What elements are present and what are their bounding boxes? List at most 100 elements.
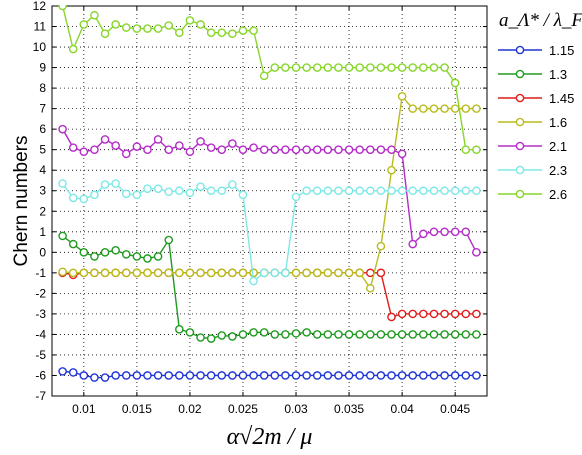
- y-tick-label: 5: [39, 143, 46, 157]
- data-point: [450, 371, 460, 380]
- data-point: [312, 186, 322, 196]
- data-point: [121, 250, 131, 259]
- data-point: [196, 137, 205, 146]
- data-point: [111, 141, 120, 150]
- series-2.1: [58, 124, 481, 257]
- data-point: [164, 21, 174, 30]
- x-tick-label: 0.04: [390, 402, 414, 416]
- data-point: [472, 248, 481, 257]
- data-point: [153, 135, 163, 144]
- legend-title: a_Λ* / λ_F: [499, 10, 582, 31]
- data-point: [259, 371, 269, 380]
- data-point: [153, 24, 163, 33]
- legend-label: 1.3: [549, 67, 567, 82]
- data-point: [121, 268, 131, 278]
- data-point: [440, 309, 449, 319]
- data-point: [68, 268, 78, 278]
- data-point: [334, 268, 343, 278]
- data-point: [312, 371, 322, 380]
- data-point: [196, 371, 205, 380]
- data-point: [440, 186, 449, 196]
- legend-entry-2.6: 2.6: [498, 187, 567, 202]
- data-point: [259, 71, 269, 81]
- data-point: [397, 371, 407, 380]
- y-tick-label: 12: [33, 0, 47, 13]
- data-point: [461, 309, 471, 319]
- legend-swatch-marker: [515, 189, 525, 199]
- data-point: [461, 330, 471, 339]
- data-point: [79, 194, 89, 204]
- y-tick-label: 10: [33, 40, 47, 54]
- data-point: [100, 268, 110, 278]
- legend-entry-1.15: 1.15: [498, 43, 574, 58]
- data-point: [143, 268, 152, 278]
- data-point: [387, 145, 396, 154]
- data-point: [419, 309, 428, 319]
- data-point: [291, 268, 301, 278]
- data-point: [387, 330, 396, 339]
- data-point: [217, 371, 227, 380]
- data-point: [281, 371, 290, 380]
- data-point: [206, 371, 216, 380]
- data-point: [291, 192, 301, 202]
- data-point: [270, 371, 280, 380]
- data-point: [79, 147, 89, 157]
- data-point: [111, 179, 120, 188]
- y-tick-label: -6: [35, 368, 46, 382]
- data-point: [111, 268, 120, 278]
- legend-label: 1.6: [549, 115, 567, 130]
- series-1.3: [58, 231, 481, 343]
- data-point: [408, 330, 418, 339]
- data-point: [397, 92, 407, 101]
- data-point: [281, 330, 290, 339]
- data-point: [196, 268, 205, 278]
- y-tick-label: 7: [39, 102, 46, 116]
- data-point: [440, 371, 449, 380]
- data-point: [249, 143, 258, 152]
- data-point: [355, 186, 364, 196]
- data-point: [450, 309, 460, 319]
- data-point: [217, 145, 227, 154]
- data-point: [429, 309, 439, 319]
- y-tick-label: 1: [39, 225, 46, 239]
- data-point: [90, 10, 99, 20]
- data-point: [344, 145, 354, 154]
- data-point: [344, 63, 354, 72]
- data-point: [408, 63, 418, 72]
- x-tick-label: 0.03: [284, 402, 308, 416]
- data-point: [270, 330, 280, 339]
- data-point: [461, 227, 471, 237]
- data-point: [175, 371, 184, 380]
- data-point: [312, 145, 322, 154]
- data-point: [450, 330, 460, 339]
- series-group: [58, 5, 481, 382]
- data-point: [100, 29, 110, 39]
- data-point: [153, 268, 163, 278]
- data-point: [217, 28, 227, 37]
- data-point: [121, 149, 131, 159]
- data-point: [419, 371, 428, 380]
- data-point: [132, 371, 142, 380]
- data-point: [143, 145, 152, 154]
- data-point: [365, 371, 375, 380]
- data-point: [185, 371, 195, 380]
- legend-swatch-marker: [515, 45, 525, 55]
- data-point: [217, 186, 227, 196]
- data-point: [228, 332, 237, 341]
- data-point: [365, 330, 375, 339]
- data-point: [132, 190, 142, 200]
- data-point: [259, 328, 269, 337]
- legend-swatch-marker: [515, 117, 525, 127]
- data-point: [387, 63, 396, 72]
- y-tick-label: -4: [35, 327, 46, 341]
- data-point: [175, 28, 184, 37]
- data-point: [302, 328, 311, 337]
- data-point: [323, 371, 333, 380]
- legend-swatch-marker: [515, 69, 525, 79]
- data-point: [68, 143, 78, 152]
- x-tick-label: 0.02: [178, 402, 202, 416]
- data-point: [344, 268, 354, 278]
- data-point: [302, 63, 311, 72]
- data-point: [238, 330, 248, 339]
- data-point: [164, 235, 174, 245]
